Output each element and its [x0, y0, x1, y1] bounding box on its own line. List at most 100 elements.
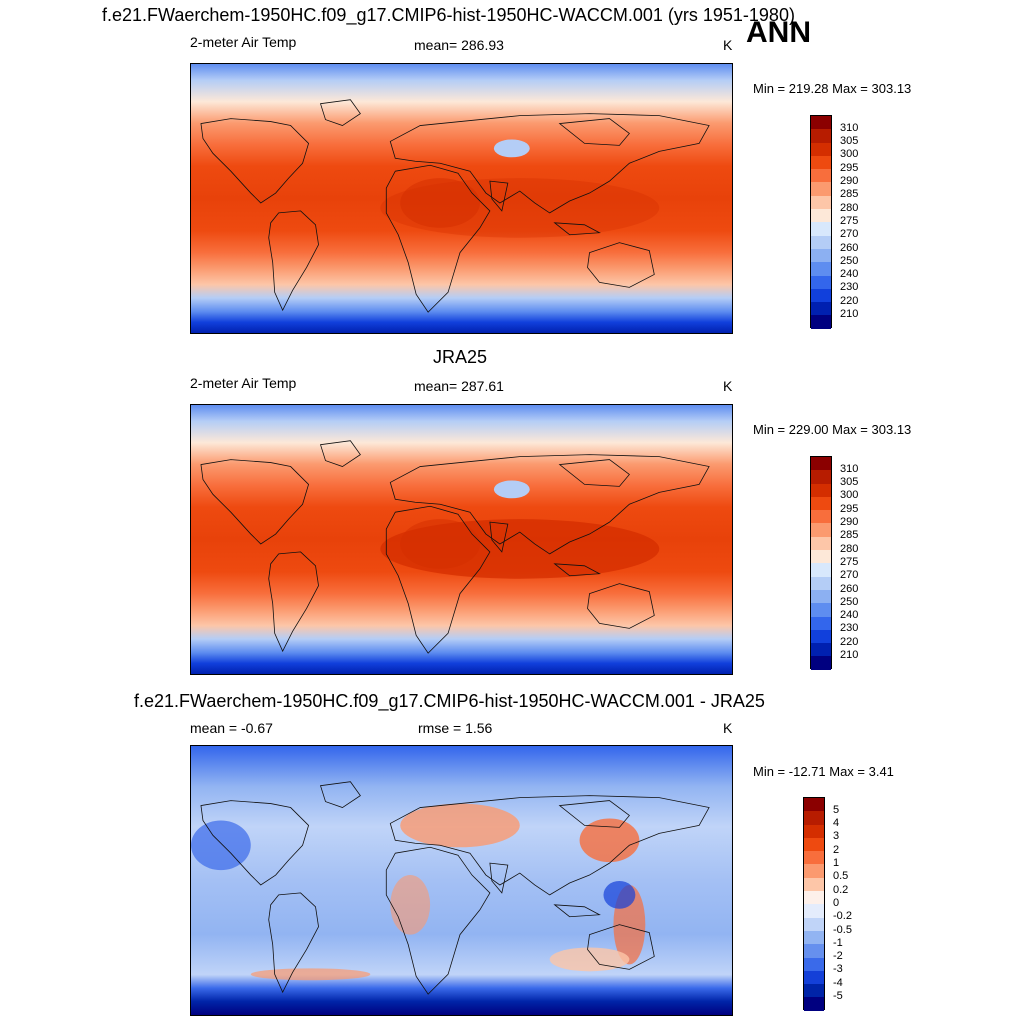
- panel-1-variable-label: 2-meter Air Temp: [190, 34, 297, 50]
- colorbar-tick-label: 260: [840, 582, 859, 595]
- colorbar-swatch: [811, 142, 831, 156]
- colorbar-tick-label: 240: [840, 609, 859, 622]
- colorbar-swatch: [811, 262, 831, 276]
- colorbar-tick-label: 2: [833, 843, 840, 856]
- colorbar-tick-label: -3: [833, 963, 843, 976]
- colorbar-tick-label: 250: [840, 254, 859, 267]
- colorbar-tick-label: 0.5: [833, 870, 849, 883]
- colorbar-tick-label: 305: [840, 476, 859, 489]
- colorbar-swatch: [811, 288, 831, 303]
- colorbar-swatch: [811, 616, 831, 630]
- panel-2-minmax-label: Min = 229.00 Max = 303.13: [753, 422, 912, 437]
- colorbar-swatch: [804, 798, 824, 812]
- colorbar-swatch: [811, 248, 831, 263]
- panel-2-mean-label: mean= 287.61: [414, 378, 504, 394]
- colorbar-swatch: [811, 629, 831, 644]
- panel-2-variable-label: 2-meter Air Temp: [190, 375, 297, 391]
- colorbar-tick-label: 0.2: [833, 883, 849, 896]
- panel-2-map: [190, 404, 733, 675]
- colorbar-swatch: [811, 235, 831, 249]
- colorbar-swatch: [804, 970, 824, 985]
- panel-3-mean-label: mean = -0.67: [190, 720, 273, 736]
- colorbar-tick-label: 295: [840, 502, 859, 515]
- colorbar-swatch: [804, 917, 824, 931]
- panel-3-units-label: K: [723, 720, 733, 736]
- colorbar-swatch: [811, 275, 831, 289]
- colorbar-tick-label: 1: [833, 857, 840, 869]
- colorbar-tick-label: 310: [840, 462, 859, 475]
- colorbar-tick-label: 240: [840, 268, 859, 281]
- colorbar-tick-label: 305: [840, 135, 859, 148]
- colorbar-tick-label: 260: [840, 241, 859, 254]
- colorbar-swatch: [811, 129, 831, 143]
- colorbar-swatch: [804, 837, 824, 852]
- colorbar-swatch: [811, 603, 831, 617]
- colorbar-tick-label: 250: [840, 595, 859, 608]
- colorbar-tick-label: 230: [840, 281, 859, 294]
- colorbar-tick-label: 0: [833, 896, 840, 909]
- colorbar-swatch: [811, 510, 831, 524]
- colorbar-tick-label: 210: [840, 649, 859, 661]
- colorbar-tick-label: 5: [833, 803, 840, 816]
- colorbar-swatch: [804, 957, 824, 971]
- colorbar-swatch: [804, 864, 824, 878]
- colorbar-tick-label: 290: [840, 175, 859, 187]
- colorbar-tick-label: 4: [833, 817, 840, 830]
- colorbar-swatch: [811, 457, 831, 471]
- colorbar-tick-label: 285: [840, 188, 859, 201]
- colorbar-swatch: [811, 116, 831, 130]
- colorbar-swatch: [804, 984, 824, 998]
- colorbar-tick-label: 295: [840, 161, 859, 174]
- colorbar-swatch: [811, 155, 831, 170]
- colorbar-tick-label: 285: [840, 529, 859, 542]
- colorbar-swatch: [811, 195, 831, 210]
- colorbar-swatch: [811, 563, 831, 577]
- colorbar-swatch: [804, 930, 824, 945]
- colorbar-swatches: [810, 115, 832, 329]
- colorbar-swatch: [804, 891, 824, 905]
- colorbar-tick-label: -1: [833, 936, 843, 949]
- colorbar-swatch: [811, 169, 831, 183]
- colorbar-swatches: [810, 456, 832, 670]
- panel-3-rmse-label: rmse = 1.56: [418, 720, 493, 736]
- panel-3-title: f.e21.FWaerchem-1950HC.f09_g17.CMIP6-his…: [134, 691, 765, 711]
- panel-1-mean-label: mean= 286.93: [414, 37, 504, 53]
- panel-1-map: [190, 63, 733, 334]
- colorbar-swatch: [811, 656, 831, 670]
- colorbar-swatch: [811, 496, 831, 511]
- colorbar-swatch: [804, 944, 824, 958]
- colorbar-tick-label: -0.2: [833, 910, 852, 923]
- colorbar-swatch: [804, 877, 824, 892]
- colorbar-swatch: [811, 302, 831, 316]
- colorbar-swatch: [811, 315, 831, 329]
- colorbar-swatch: [811, 182, 831, 196]
- colorbar-swatch: [811, 209, 831, 223]
- panel-1-units-label: K: [723, 37, 733, 53]
- colorbar-tick-label: 300: [840, 489, 859, 502]
- colorbar-tick-label: 230: [840, 622, 859, 635]
- colorbar-tick-label: 210: [840, 308, 859, 320]
- colorbar-swatch: [811, 523, 831, 537]
- panel-3-minmax-label: Min = -12.71 Max = 3.41: [753, 764, 894, 779]
- colorbar-tick-label: 220: [840, 294, 859, 307]
- colorbar-tick-label: -2: [833, 950, 843, 963]
- colorbar-swatch: [811, 576, 831, 590]
- colorbar-tick-label: 270: [840, 569, 859, 582]
- colorbar-tick-label: -4: [833, 976, 843, 989]
- colorbar-swatch: [811, 483, 831, 497]
- colorbar-swatch: [811, 536, 831, 551]
- colorbar-tick-label: 280: [840, 201, 859, 214]
- colorbar-swatch: [804, 811, 824, 825]
- colorbar-tick-label: 220: [840, 635, 859, 648]
- colorbar-tick-label: 3: [833, 830, 840, 843]
- colorbar-swatch: [811, 222, 831, 236]
- colorbar-swatch: [811, 643, 831, 657]
- colorbar-swatch: [804, 904, 824, 918]
- colorbar-tick-label: 275: [840, 214, 859, 227]
- panel-1-minmax-label: Min = 219.28 Max = 303.13: [753, 81, 912, 96]
- colorbar-tick-label: -5: [833, 990, 843, 1002]
- colorbar-swatch: [811, 589, 831, 604]
- panel-3-map: [190, 745, 733, 1016]
- colorbar-swatch: [811, 470, 831, 484]
- season-label: ANN: [746, 16, 811, 49]
